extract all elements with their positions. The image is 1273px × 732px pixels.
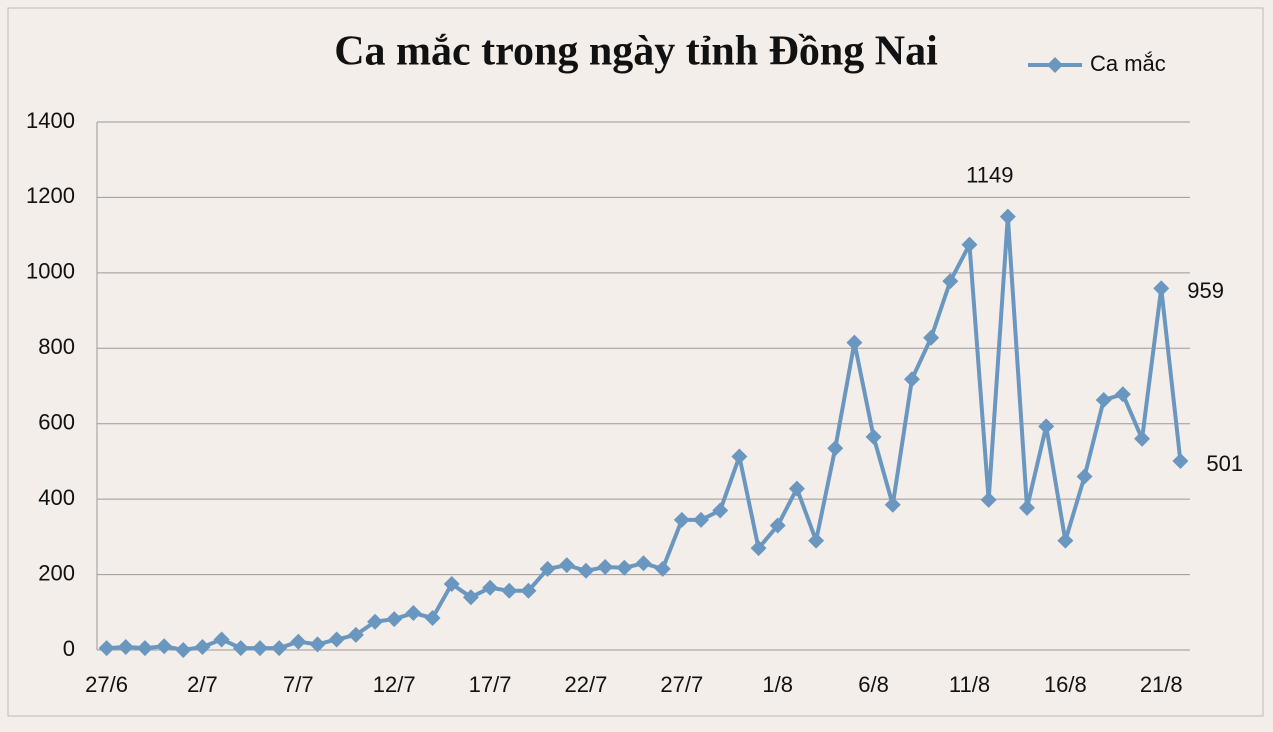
point-marker bbox=[980, 491, 997, 508]
x-tick-label: 27/6 bbox=[85, 672, 128, 697]
point-marker bbox=[1095, 391, 1112, 408]
point-marker bbox=[597, 559, 614, 576]
point-marker bbox=[482, 579, 499, 596]
point-marker bbox=[501, 582, 518, 599]
point-marker bbox=[232, 640, 249, 657]
x-tick-label: 16/8 bbox=[1044, 672, 1087, 697]
point-marker bbox=[251, 640, 268, 657]
point-marker bbox=[693, 511, 710, 528]
point-marker bbox=[194, 638, 211, 655]
point-marker bbox=[846, 334, 863, 351]
y-tick-label: 1200 bbox=[26, 183, 75, 208]
point-marker bbox=[654, 560, 671, 577]
point-marker bbox=[386, 611, 403, 628]
point-marker bbox=[961, 236, 978, 253]
x-tick-label: 12/7 bbox=[373, 672, 416, 697]
point-marker bbox=[1153, 280, 1170, 297]
point-marker bbox=[1114, 386, 1131, 403]
point-marker bbox=[367, 613, 384, 630]
point-marker bbox=[520, 582, 537, 599]
legend-label: Ca mắc bbox=[1090, 51, 1166, 76]
point-marker bbox=[731, 448, 748, 465]
point-marker bbox=[827, 440, 844, 457]
point-marker bbox=[808, 532, 825, 549]
y-tick-label: 0 bbox=[63, 636, 75, 661]
point-marker bbox=[1076, 468, 1093, 485]
point-marker bbox=[903, 371, 920, 388]
point-marker bbox=[1038, 418, 1055, 435]
point-marker bbox=[1134, 430, 1151, 447]
point-marker bbox=[577, 562, 594, 579]
point-marker bbox=[635, 555, 652, 572]
x-tick-label: 21/8 bbox=[1140, 672, 1183, 697]
y-tick-label: 600 bbox=[38, 410, 75, 435]
point-marker bbox=[347, 626, 364, 643]
point-marker bbox=[1019, 499, 1036, 516]
y-tick-label: 1000 bbox=[26, 259, 75, 284]
y-tick-label: 200 bbox=[38, 560, 75, 585]
legend-marker bbox=[1047, 57, 1063, 73]
point-marker bbox=[98, 640, 115, 657]
y-tick-label: 400 bbox=[38, 485, 75, 510]
point-marker bbox=[443, 576, 460, 592]
point-marker bbox=[424, 609, 441, 626]
chart-title: Ca mắc trong ngày tỉnh Đồng Nai bbox=[334, 29, 938, 75]
x-tick-label: 27/7 bbox=[660, 672, 703, 697]
point-marker bbox=[1057, 532, 1074, 549]
point-marker bbox=[156, 638, 173, 655]
point-marker bbox=[750, 540, 767, 557]
point-marker bbox=[884, 496, 901, 513]
point-marker bbox=[673, 511, 690, 528]
point-marker bbox=[558, 557, 575, 574]
data-label: 959 bbox=[1187, 278, 1224, 303]
point-marker bbox=[865, 428, 882, 445]
y-tick-label: 1400 bbox=[26, 108, 75, 133]
point-marker bbox=[999, 208, 1016, 225]
point-marker bbox=[213, 631, 230, 648]
point-marker bbox=[539, 560, 556, 577]
x-tick-label: 2/7 bbox=[187, 672, 218, 697]
data-label: 501 bbox=[1206, 451, 1243, 476]
point-marker bbox=[328, 631, 345, 648]
x-tick-label: 11/8 bbox=[949, 672, 990, 697]
point-marker bbox=[136, 640, 153, 657]
point-marker bbox=[309, 636, 326, 653]
data-label: 1149 bbox=[966, 162, 1013, 187]
x-tick-label: 6/8 bbox=[858, 672, 889, 697]
point-marker bbox=[769, 517, 786, 534]
point-marker bbox=[1172, 453, 1189, 470]
point-marker bbox=[616, 559, 633, 576]
point-marker bbox=[942, 273, 959, 290]
point-marker bbox=[405, 605, 422, 622]
point-marker bbox=[271, 640, 288, 657]
point-marker bbox=[712, 502, 729, 519]
x-tick-label: 7/7 bbox=[283, 672, 314, 697]
point-marker bbox=[117, 638, 134, 655]
y-tick-label: 800 bbox=[38, 334, 75, 359]
x-tick-label: 1/8 bbox=[762, 672, 793, 697]
x-tick-label: 22/7 bbox=[565, 672, 608, 697]
point-marker bbox=[175, 642, 192, 658]
point-marker bbox=[923, 329, 940, 346]
point-marker bbox=[462, 589, 479, 606]
point-marker bbox=[290, 633, 307, 650]
x-tick-label: 17/7 bbox=[469, 672, 512, 697]
chart-frame bbox=[7, 7, 1264, 717]
point-marker bbox=[788, 480, 805, 497]
